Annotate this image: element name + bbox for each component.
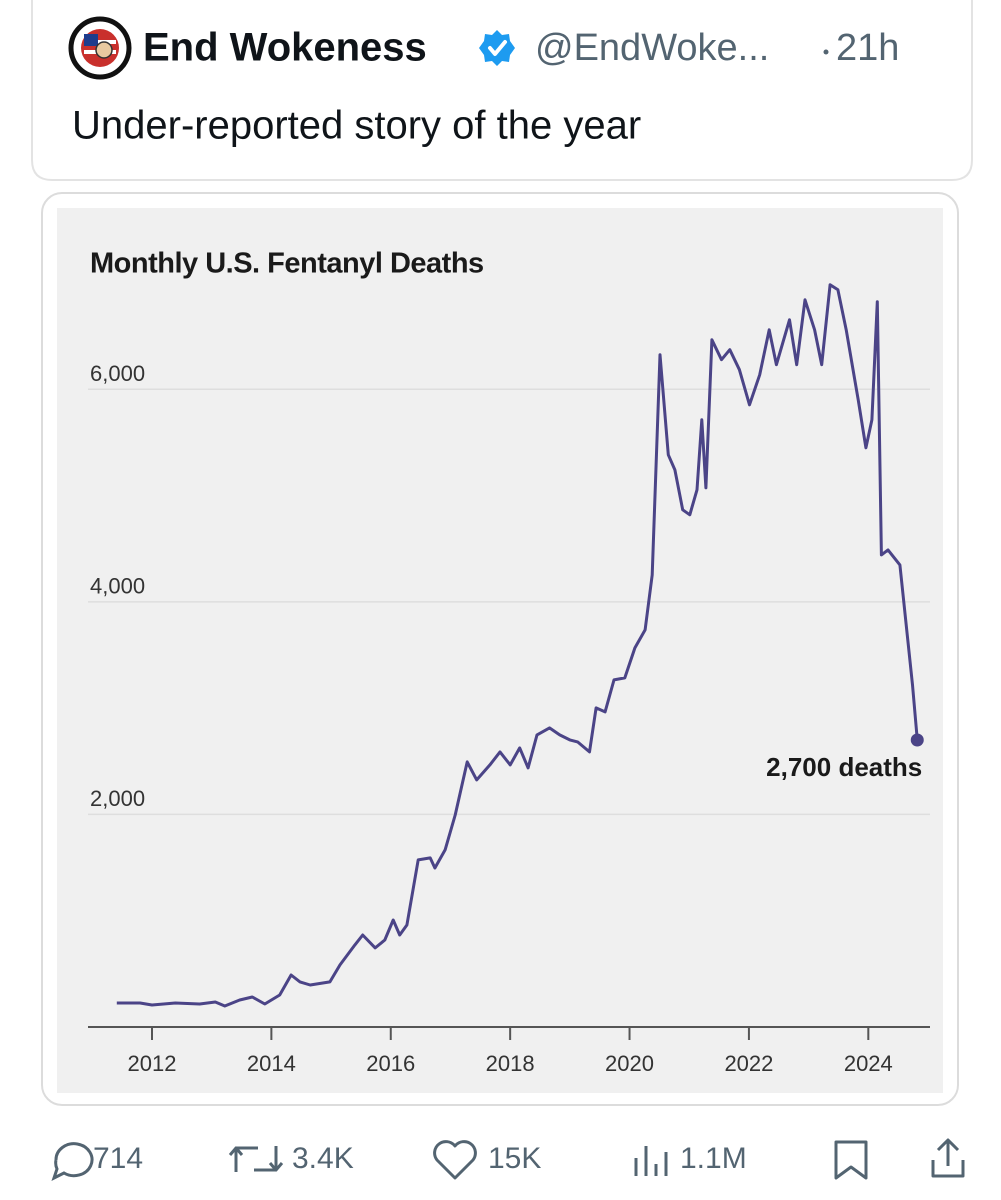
- share-button[interactable]: [931, 1138, 965, 1178]
- chart: 2,000 4,000 6,000 2012 2014 2016 2018 2020 2022 2…: [88, 283, 930, 1076]
- tweet-time[interactable]: 21h: [836, 27, 899, 69]
- separator-dot: [823, 49, 829, 55]
- tweet-text: Under-reported story of the year: [72, 104, 641, 148]
- x-tick-label: 2018: [486, 1051, 535, 1076]
- y-tick-label: 2,000: [90, 786, 145, 811]
- author-handle[interactable]: @EndWoke...: [535, 27, 769, 69]
- y-tick-label: 6,000: [90, 361, 145, 386]
- repost-count: 3.4K: [292, 1142, 354, 1175]
- x-tick-label: 2014: [247, 1051, 296, 1076]
- view-count: 1.1M: [680, 1142, 747, 1175]
- annotation: 2,700 deaths: [766, 752, 922, 782]
- data-line: [116, 283, 919, 1008]
- end-point: [910, 733, 924, 747]
- verified-badge: [479, 30, 515, 66]
- like-count: 15K: [488, 1142, 541, 1175]
- x-tick-label: 2024: [844, 1051, 893, 1076]
- chart-title: Monthly U.S. Fentanyl Deaths: [90, 248, 484, 280]
- x-tick-label: 2020: [605, 1051, 654, 1076]
- x-tick-label: 2022: [724, 1051, 773, 1076]
- x-tick-label: 2012: [128, 1051, 177, 1076]
- like-button[interactable]: 15K: [433, 1140, 542, 1180]
- repost-button[interactable]: 3.4K: [228, 1142, 354, 1175]
- bookmark-button[interactable]: [834, 1140, 868, 1180]
- reply-button[interactable]: 714: [51, 1142, 143, 1181]
- x-tick-label: 2016: [366, 1051, 415, 1076]
- avatar[interactable]: [68, 16, 132, 80]
- chart-background: [57, 208, 943, 1093]
- tweet-frame: [31, 0, 973, 181]
- reply-count: 714: [93, 1142, 143, 1175]
- author-name[interactable]: End Wokeness: [143, 26, 427, 70]
- views-button[interactable]: 1.1M: [634, 1142, 747, 1176]
- y-tick-label: 4,000: [90, 574, 145, 599]
